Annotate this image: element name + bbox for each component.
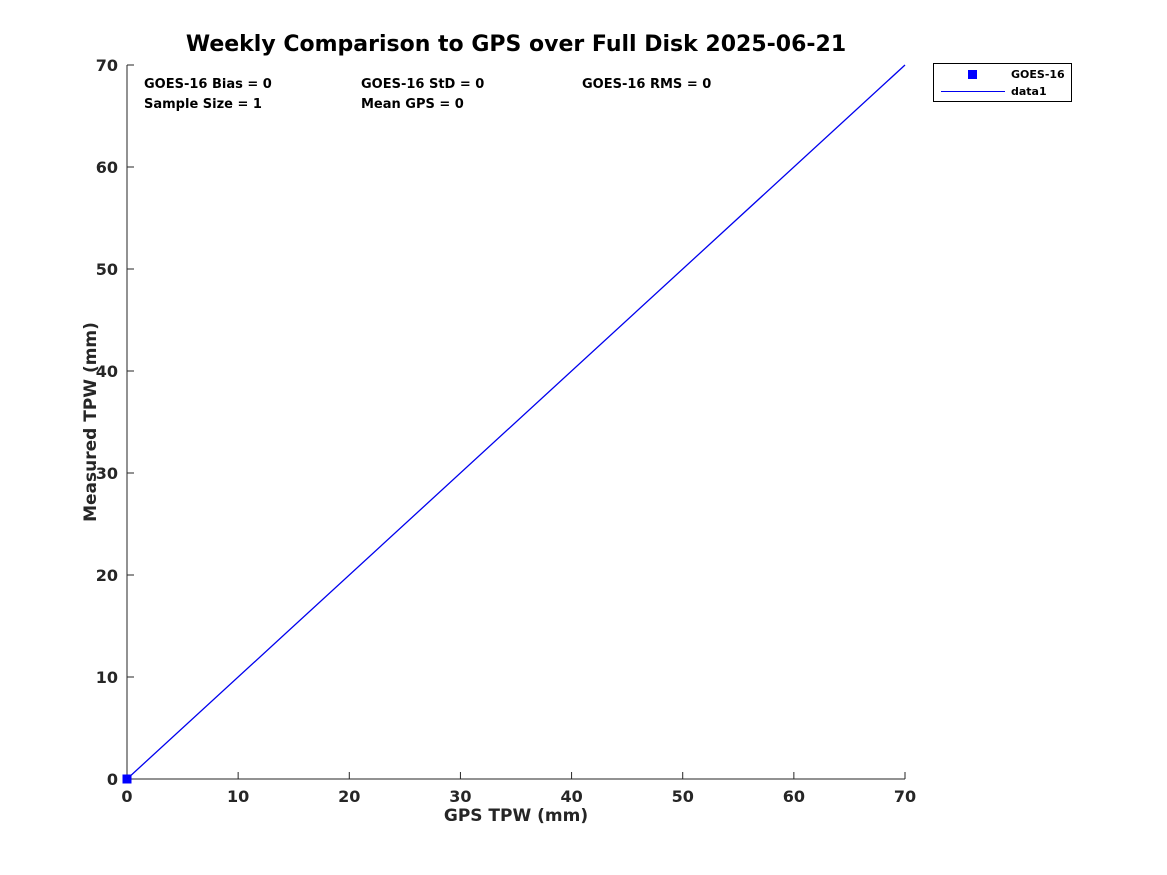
legend-swatch-area xyxy=(934,69,1011,79)
legend-item-goes16: GOES-16 xyxy=(934,68,1071,81)
y-tick-label: 0 xyxy=(107,770,118,789)
stat-mean-gps: Mean GPS = 0 xyxy=(361,97,464,112)
legend-box: GOES-16 data1 xyxy=(933,63,1072,102)
stat-rms: GOES-16 RMS = 0 xyxy=(582,77,712,92)
x-axis-label: GPS TPW (mm) xyxy=(444,806,588,826)
y-tick-label: 40 xyxy=(96,362,118,381)
legend-item-data1: data1 xyxy=(934,85,1071,98)
stat-bias: GOES-16 Bias = 0 xyxy=(144,77,272,92)
x-tick-label: 30 xyxy=(449,787,471,806)
x-tick-label: 70 xyxy=(894,787,916,806)
y-tick-label: 50 xyxy=(96,260,118,279)
legend-label-data1: data1 xyxy=(1011,84,1047,98)
stat-std: GOES-16 StD = 0 xyxy=(361,77,485,92)
x-tick-label: 0 xyxy=(121,787,132,806)
x-tick-label: 60 xyxy=(783,787,805,806)
y-axis-label: Measured TPW (mm) xyxy=(81,322,101,522)
x-tick-label: 20 xyxy=(338,787,360,806)
stat-sample-size: Sample Size = 1 xyxy=(144,97,262,112)
y-tick-label: 20 xyxy=(96,566,118,585)
x-tick-label: 40 xyxy=(560,787,582,806)
x-tick-label: 10 xyxy=(227,787,249,806)
legend-square-marker-icon xyxy=(968,69,977,79)
y-tick-label: 30 xyxy=(96,464,118,483)
legend-label-goes16: GOES-16 xyxy=(1011,67,1065,81)
series-line-data1 xyxy=(126,64,906,780)
y-tick-label: 60 xyxy=(96,158,118,177)
chart-title: Weekly Comparison to GPS over Full Disk … xyxy=(186,32,846,57)
legend-swatch-area xyxy=(934,90,1011,92)
x-tick-label: 50 xyxy=(672,787,694,806)
y-tick-label: 70 xyxy=(96,56,118,75)
legend-line-swatch-icon xyxy=(940,90,1005,92)
y-tick-label: 10 xyxy=(96,668,118,687)
